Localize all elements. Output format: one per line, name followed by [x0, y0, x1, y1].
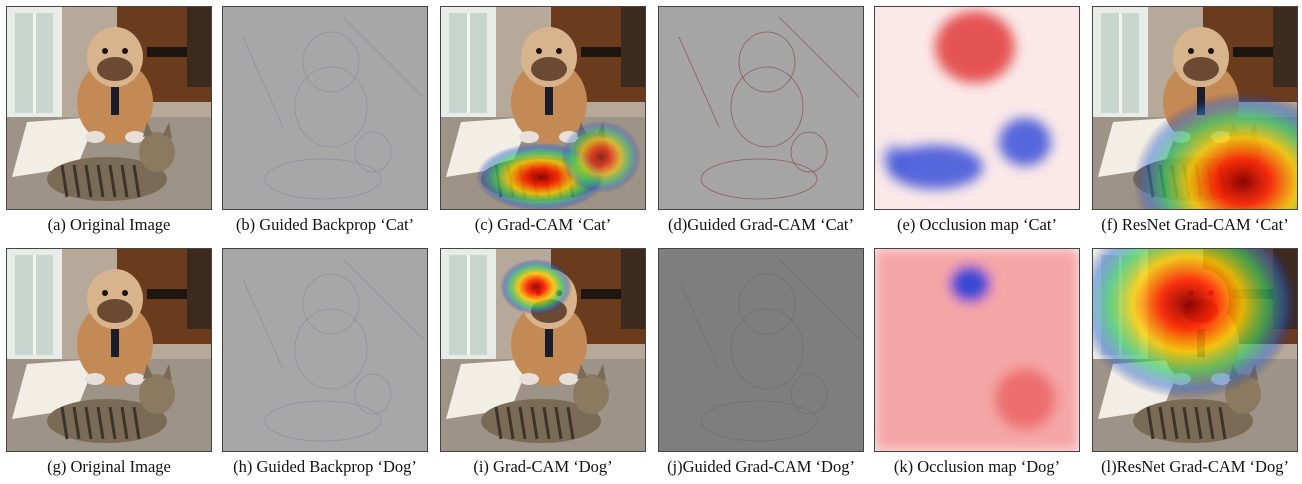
panel-b: (b) Guided Backprop ‘Cat’ [222, 6, 428, 234]
resnet-dog-graphic [1093, 249, 1297, 451]
caption-f: (f) ResNet Grad-CAM ‘Cat’ [1101, 215, 1289, 234]
guided-gradcam-dog-graphic [659, 249, 863, 451]
original-image-photo [6, 248, 212, 452]
gradcam-cat-graphic [441, 7, 645, 209]
guided-gradcam-cat-graphic [659, 7, 863, 209]
panel-k: (k) Occlusion map ‘Dog’ [874, 248, 1080, 476]
original-image-photo [6, 6, 212, 210]
guided-graphic [223, 249, 427, 451]
panel-h: (h) Guided Backprop ‘Dog’ [222, 248, 428, 476]
panel-e: (e) Occlusion map ‘Cat’ [874, 6, 1080, 234]
gradcam-dog-heatmap [440, 248, 646, 452]
guided-backprop-dog-map [222, 248, 428, 452]
caption-l: (l)ResNet Grad-CAM ‘Dog’ [1101, 457, 1289, 476]
caption-h: (h) Guided Backprop ‘Dog’ [233, 457, 417, 476]
photo-graphic [7, 249, 211, 451]
panel-d: (d)Guided Grad-CAM ‘Cat’ [658, 6, 864, 234]
caption-a: (a) Original Image [47, 215, 171, 234]
occlusion-cat-graphic [875, 7, 1079, 209]
gradcam-dog-graphic [441, 249, 645, 451]
caption-b: (b) Guided Backprop ‘Cat’ [235, 215, 415, 234]
guided-backprop-cat-map [222, 6, 428, 210]
gradcam-cat-heatmap [440, 6, 646, 210]
panel-j: (j)Guided Grad-CAM ‘Dog’ [658, 248, 864, 476]
panel-i: (i) Grad-CAM ‘Dog’ [440, 248, 646, 476]
panel-f: (f) ResNet Grad-CAM ‘Cat’ [1092, 6, 1298, 234]
panel-g: (g) Original Image [6, 248, 212, 476]
guided-gradcam-cat-map [658, 6, 864, 210]
occlusion-dog-graphic [875, 249, 1079, 451]
caption-i: (i) Grad-CAM ‘Dog’ [473, 457, 613, 476]
occlusion-cat-map [874, 6, 1080, 210]
caption-j: (j)Guided Grad-CAM ‘Dog’ [667, 457, 855, 476]
resnet-gradcam-dog-heatmap [1092, 248, 1298, 452]
guided-graphic [223, 7, 427, 209]
caption-e: (e) Occlusion map ‘Cat’ [897, 215, 1057, 234]
panel-a: (a) Original Image [6, 6, 212, 234]
guided-gradcam-dog-map [658, 248, 864, 452]
caption-k: (k) Occlusion map ‘Dog’ [893, 457, 1061, 476]
resnet-cat-graphic [1093, 7, 1297, 209]
caption-d: (d)Guided Grad-CAM ‘Cat’ [667, 215, 855, 234]
resnet-gradcam-cat-heatmap [1092, 6, 1298, 210]
caption-g: (g) Original Image [47, 457, 171, 476]
photo-graphic [7, 7, 211, 209]
occlusion-dog-map [874, 248, 1080, 452]
panel-l: (l)ResNet Grad-CAM ‘Dog’ [1092, 248, 1298, 476]
panel-c: (c) Grad-CAM ‘Cat’ [440, 6, 646, 234]
caption-c: (c) Grad-CAM ‘Cat’ [474, 215, 612, 234]
